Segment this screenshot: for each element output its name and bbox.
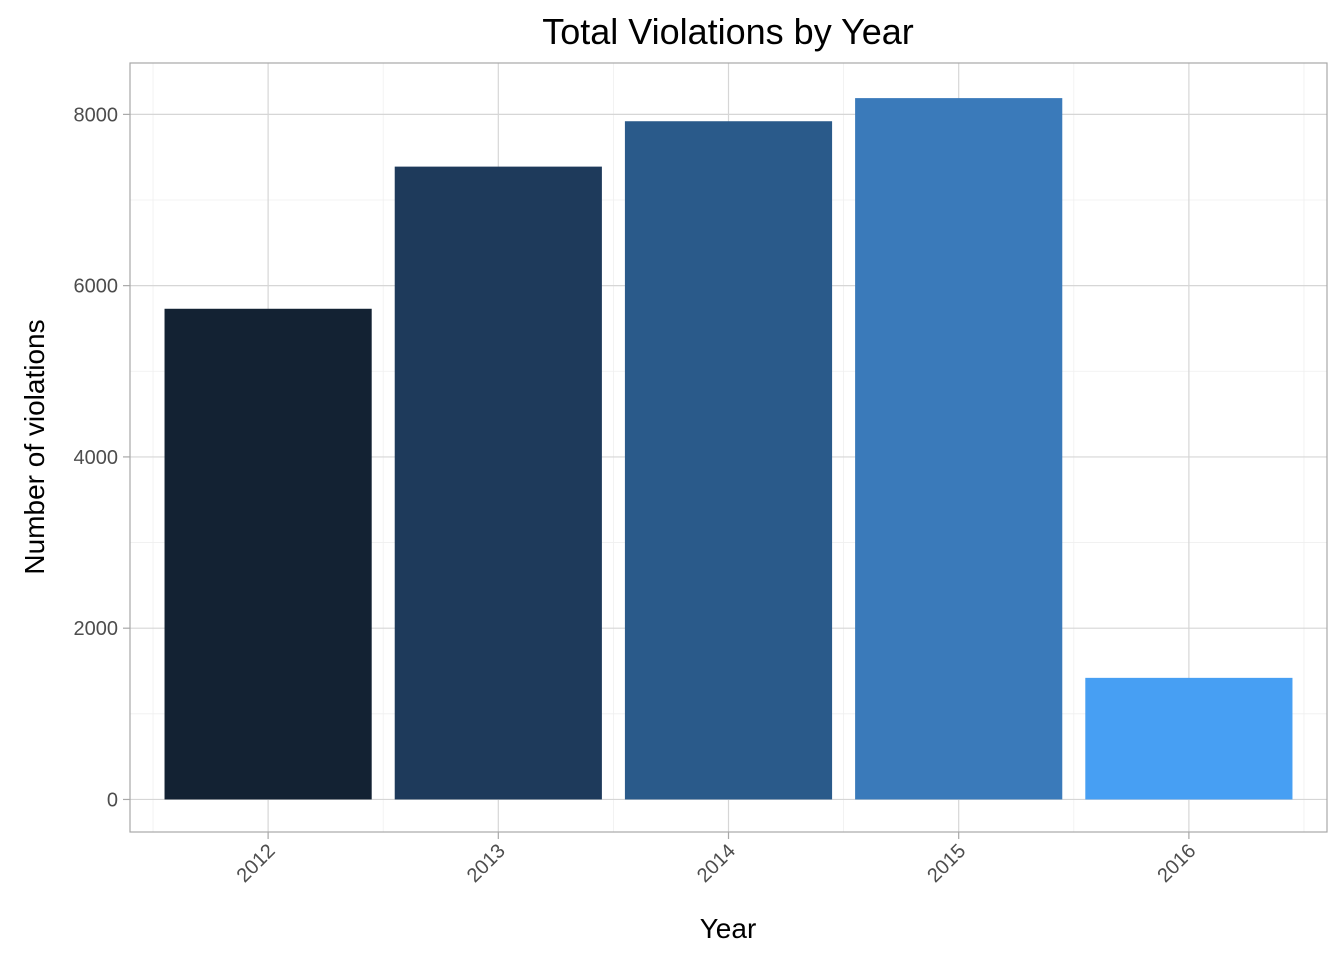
- x-tick-label: 2015: [923, 840, 970, 887]
- y-tick-label: 0: [107, 789, 118, 811]
- bars: [164, 98, 1293, 800]
- chart-title: Total Violations by Year: [542, 11, 914, 52]
- x-axis-title: Year: [700, 913, 757, 944]
- bar-2014: [624, 121, 833, 800]
- bar-2013: [394, 166, 602, 800]
- x-tick-label: 2016: [1153, 840, 1200, 887]
- y-tick-label: 2000: [74, 618, 119, 640]
- bar-2015: [855, 98, 1063, 800]
- y-tick-label: 4000: [74, 447, 119, 469]
- x-tick-label: 2012: [233, 840, 280, 887]
- x-tick-label: 2014: [693, 840, 740, 887]
- x-axis: 2012 2013 2014 2015 2016: [233, 832, 1200, 887]
- y-axis-title: Number of violations: [19, 319, 50, 574]
- y-axis: 0 2000 4000 6000 8000: [74, 104, 130, 811]
- y-tick-label: 6000: [74, 276, 119, 298]
- bar-2016: [1085, 677, 1293, 800]
- bar-2012: [164, 308, 372, 800]
- y-tick-label: 8000: [74, 104, 119, 126]
- x-tick-label: 2013: [463, 840, 510, 887]
